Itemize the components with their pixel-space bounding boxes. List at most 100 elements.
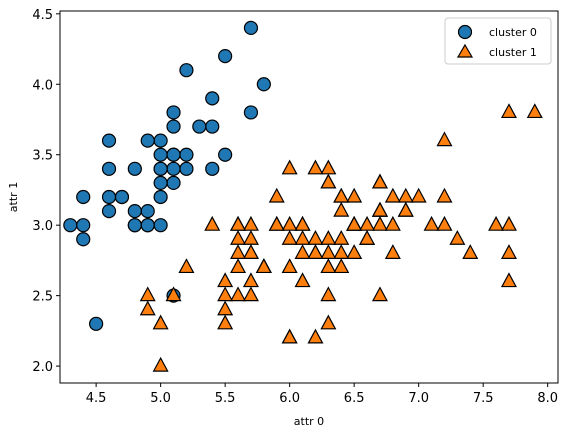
x-tick-label: 7.0 — [408, 391, 429, 406]
cluster-1-point — [384, 244, 401, 259]
cluster-1-point — [462, 244, 479, 259]
cluster-0-point — [101, 189, 117, 205]
cluster-1-point — [281, 230, 298, 245]
cluster-0-point — [101, 133, 117, 148]
cluster-0-point — [166, 105, 181, 120]
cluster-1-point — [500, 215, 517, 231]
y-tick-label: 2.5 — [32, 290, 53, 305]
cluster-1-point — [294, 272, 311, 288]
cluster-0-point — [76, 232, 91, 247]
cluster-1-point — [217, 300, 234, 316]
x-tick-label: 7.5 — [473, 391, 494, 406]
cluster-1-point — [333, 201, 350, 217]
cluster-0-point — [166, 161, 181, 176]
cluster-1-point — [281, 328, 298, 344]
cluster-0-point — [153, 175, 168, 191]
cluster-0-point — [76, 189, 91, 205]
cluster-0-point — [179, 161, 194, 176]
cluster-1-point — [307, 328, 324, 344]
cluster-1-point — [500, 244, 517, 259]
x-tick-label: 5.5 — [215, 391, 236, 406]
cluster-1-point — [255, 258, 272, 274]
cluster-0-point — [101, 203, 117, 219]
cluster-1-point — [217, 286, 234, 302]
legend: cluster 0 cluster 1 — [444, 17, 552, 65]
x-tick-label: 6.5 — [344, 391, 365, 406]
cluster-1-point — [371, 173, 388, 189]
y-tick-label: 3.5 — [32, 149, 53, 164]
cluster-0-point — [218, 147, 233, 162]
cluster-1-point — [230, 286, 247, 302]
cluster-1-point — [204, 215, 221, 231]
cluster-1-point — [410, 187, 427, 203]
y-tick-label: 4.5 — [32, 8, 53, 23]
cluster-1-point — [371, 215, 388, 231]
legend-marker-cluster-0 — [457, 24, 473, 40]
cluster-1-point — [423, 215, 440, 231]
cluster-1-point — [397, 201, 414, 217]
cluster-1-point — [346, 187, 363, 203]
cluster-1-point — [346, 215, 363, 231]
cluster-0-point — [166, 175, 181, 191]
cluster-0-point — [63, 218, 78, 233]
cluster-0-point — [153, 147, 168, 162]
cluster-1-point — [488, 215, 505, 231]
cluster-1-point — [152, 314, 169, 330]
cluster-0-point — [205, 119, 220, 134]
cluster-0-point — [166, 119, 181, 134]
cluster-1-point — [320, 159, 337, 175]
cluster-1-point — [139, 300, 156, 316]
cluster-0-point — [101, 161, 117, 176]
cluster-1-point — [384, 215, 401, 231]
cluster-0-point — [76, 218, 91, 233]
cluster-1-point — [230, 244, 247, 259]
cluster-0-point — [166, 147, 181, 162]
cluster-0-point — [140, 133, 155, 148]
cluster-1-point — [294, 215, 311, 231]
cluster-1-point — [320, 286, 337, 302]
cluster-0-point — [153, 189, 168, 205]
cluster-0-point — [140, 218, 155, 233]
cluster-1-point — [333, 244, 350, 259]
cluster-0-point — [153, 133, 168, 148]
cluster-0-point — [153, 218, 168, 233]
cluster-1-point — [500, 272, 517, 288]
cluster-1-point — [165, 286, 182, 302]
cluster-0-point — [179, 63, 194, 78]
cluster-1-point — [333, 258, 350, 274]
x-tick-label: 5.0 — [150, 391, 171, 406]
legend-label-cluster-0: cluster 0 — [489, 26, 537, 39]
cluster-0-point — [127, 161, 142, 176]
cluster-1-point — [178, 258, 195, 274]
cluster-1-point — [268, 187, 285, 203]
cluster-1-point — [436, 215, 453, 231]
cluster-1-point — [526, 103, 543, 119]
axis-ticks: 4.5 5.0 5.5 6.0 6.5 7.0 7.5 8.0 2.0 2.5 3.0 3.5 4.0 4… — [32, 8, 558, 406]
cluster-1-point — [217, 272, 234, 288]
cluster-0-point — [127, 218, 142, 233]
cluster-1-point — [139, 286, 156, 302]
legend-label-cluster-1: cluster 1 — [489, 46, 537, 59]
cluster-0-point — [205, 91, 220, 106]
cluster-0-point — [127, 203, 142, 219]
y-tick-label: 4.0 — [32, 78, 53, 93]
cluster-1-point — [281, 258, 298, 274]
plot-area — [63, 20, 543, 372]
cluster-1-point — [320, 258, 337, 274]
cluster-0-point — [205, 161, 220, 176]
x-tick-label: 6.0 — [279, 391, 300, 406]
cluster-0-point — [243, 20, 259, 36]
cluster-1-point — [500, 103, 517, 119]
cluster-1-point — [436, 187, 453, 203]
cluster-1-point — [449, 230, 466, 245]
cluster-1-point — [320, 244, 337, 259]
cluster-1-point — [217, 314, 234, 330]
cluster-1-point — [384, 187, 401, 203]
cluster-1-point — [346, 244, 363, 259]
cluster-1-point — [320, 314, 337, 330]
cluster-0-point — [218, 48, 233, 64]
cluster-1-point — [281, 215, 298, 231]
cluster-0-point — [179, 147, 194, 162]
